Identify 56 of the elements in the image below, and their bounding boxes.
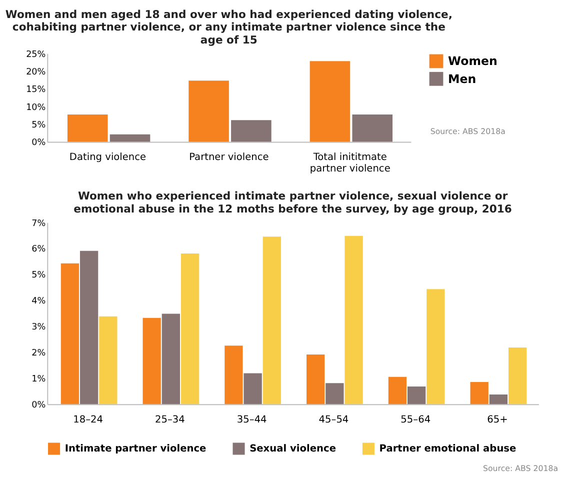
bar: [408, 386, 426, 404]
y-tick-label: 15%: [26, 85, 46, 96]
y-tick-label: 2%: [32, 348, 46, 359]
bar: [310, 61, 350, 142]
y-tick-label: 20%: [26, 67, 46, 78]
bar: [142, 318, 161, 404]
legend-label: Men: [448, 72, 476, 86]
x-tick-label: 25–34: [155, 414, 185, 426]
y-tick-label: 3%: [32, 322, 46, 333]
bar: [306, 354, 325, 404]
y-tick-label: 25%: [26, 50, 46, 60]
chart-title: Women and men aged 18 and over who had experienced dating violence, cohabiting partner violence, or any intimate partner violence since the age of 15: [5, 8, 452, 47]
x-tick-label: 55–64: [400, 414, 431, 426]
x-tick-label: 18–24: [73, 414, 104, 426]
bar: [67, 114, 108, 142]
bar: [244, 373, 262, 404]
x-tick-label: Dating violence: [69, 152, 146, 163]
y-tick-label: 10%: [26, 102, 46, 113]
bar: [326, 383, 344, 404]
bar: [352, 114, 393, 142]
x-tick-label: 35–44: [236, 414, 267, 426]
y-tick-label: 0%: [32, 138, 46, 148]
source-note: Source: ABS 2018a: [430, 126, 506, 136]
x-tick-label: 65+: [487, 414, 508, 426]
bar: [188, 80, 229, 142]
x-tick-label: Partner violence: [189, 152, 269, 163]
bar: [231, 120, 272, 142]
bar: [80, 250, 98, 404]
bar: [110, 134, 150, 142]
bar: [426, 289, 445, 404]
bar: [224, 346, 243, 404]
bar: [99, 316, 118, 404]
y-tick-label: 0%: [32, 400, 46, 411]
bar: [60, 263, 80, 404]
chart-title: Women who experienced intimate partner violence, sexual violence or emotional abuse in the 12 moths before the survey, by age group, 2016: [74, 190, 512, 216]
bar: [262, 236, 281, 404]
y-tick-label: 1%: [32, 374, 46, 385]
bar: [344, 236, 363, 404]
source-note: Source: ABS 2018a: [483, 464, 558, 473]
bar: [388, 376, 407, 404]
legend-label: Intimate partner violence: [64, 444, 207, 455]
bar: [180, 253, 200, 404]
y-tick-label: 6%: [32, 244, 46, 255]
legend-label: Partner emotional abuse: [379, 444, 517, 455]
bar: [489, 394, 508, 404]
bar: [508, 347, 527, 404]
y-tick-label: 7%: [32, 218, 46, 229]
x-tick-label: 45–54: [318, 414, 349, 426]
legend-label: Women: [448, 54, 498, 68]
bar: [470, 382, 488, 404]
bar: [162, 314, 180, 404]
y-tick-label: 5%: [32, 270, 46, 281]
y-tick-label: 5%: [32, 120, 46, 131]
y-tick-label: 4%: [32, 296, 46, 307]
legend-label: Sexual violence: [250, 444, 336, 455]
x-tick-label: Total inititmate partner violence: [310, 152, 390, 175]
